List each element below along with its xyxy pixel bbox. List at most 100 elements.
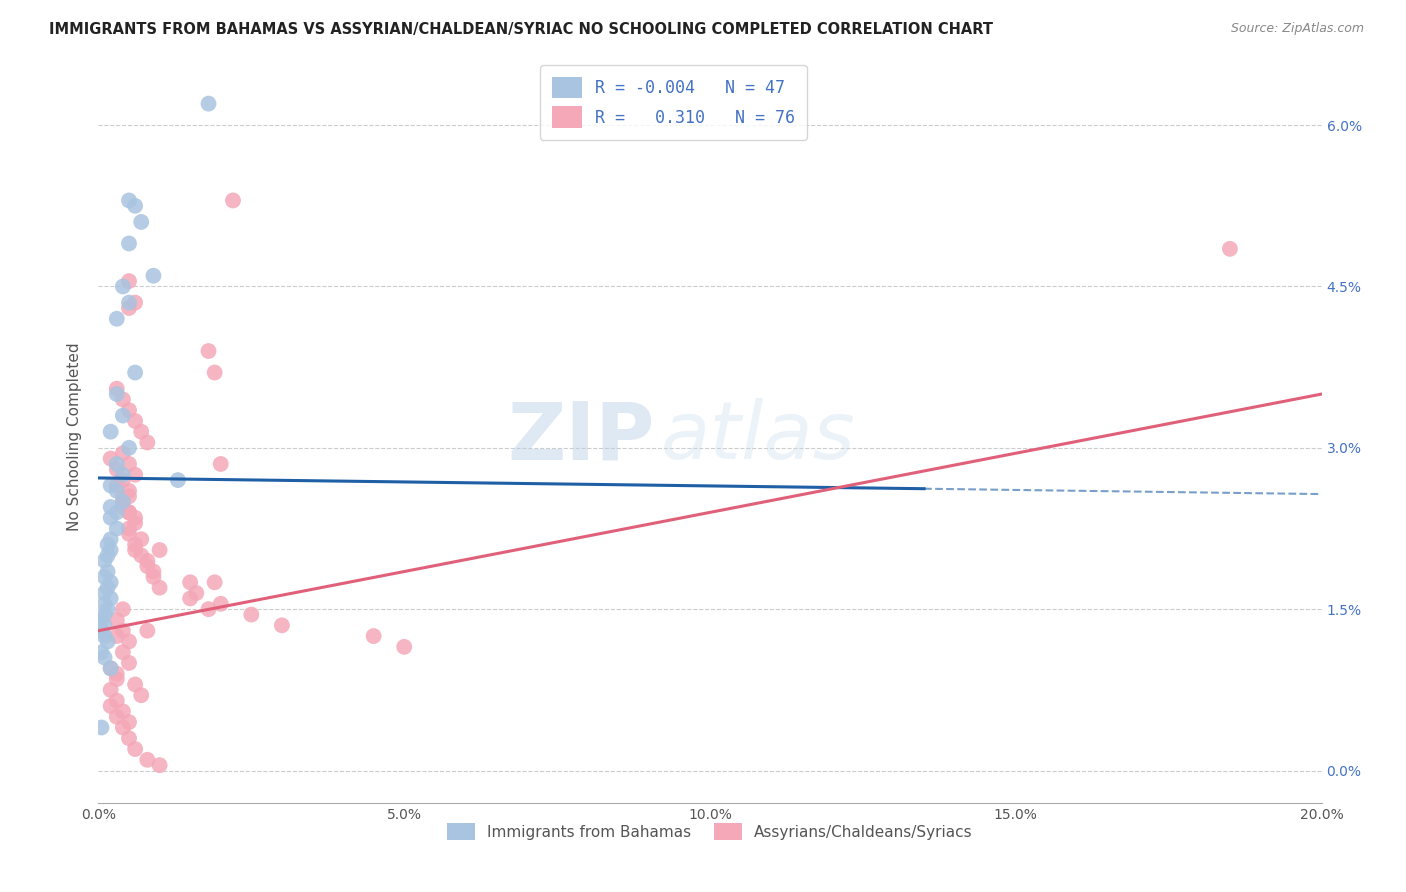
Point [93,607,115,622]
Point [93,554,115,568]
Point [222,194,245,208]
Point [136,624,159,638]
Point [100,510,122,524]
Point [100,661,122,675]
Point [142,570,165,584]
Point [124,199,146,213]
Point [111,446,134,460]
Point [118,521,141,535]
Point [124,742,146,756]
Point [105,521,128,535]
Point [100,500,122,514]
Point [129,533,152,547]
Point [97,634,120,648]
Point [97,538,120,552]
Point [179,591,201,606]
Point [105,462,128,476]
Point [392,640,416,654]
Point [105,505,128,519]
Point [124,414,146,428]
Point [111,705,134,719]
Point [93,629,115,643]
Point [149,543,172,558]
Point [105,382,128,396]
Point [136,753,159,767]
Point [100,661,122,675]
Point [124,510,146,524]
Point [142,268,165,283]
Point [142,565,165,579]
Text: atlas: atlas [661,398,856,476]
Point [111,392,134,407]
Point [118,194,141,208]
Text: Source: ZipAtlas.com: Source: ZipAtlas.com [1230,22,1364,36]
Point [118,295,141,310]
Point [111,489,134,503]
Legend: Immigrants from Bahamas, Assyrians/Chaldeans/Syriacs: Immigrants from Bahamas, Assyrians/Chald… [441,816,979,847]
Point [111,645,134,659]
Point [118,715,141,730]
Point [111,721,134,735]
Point [149,758,172,772]
Point [111,602,134,616]
Point [100,425,122,439]
Point [124,366,146,380]
Point [100,533,122,547]
Point [105,387,128,401]
Point [90,721,112,735]
Point [100,478,122,492]
Point [93,570,115,584]
Point [124,295,146,310]
Point [118,731,141,746]
Point [124,467,146,482]
Point [105,672,128,686]
Point [97,602,120,616]
Point [100,591,122,606]
Point [111,494,134,508]
Point [93,650,115,665]
Point [270,618,294,632]
Point [105,478,128,492]
Point [105,613,128,627]
Point [105,710,128,724]
Point [111,624,134,638]
Point [105,483,128,498]
Point [124,543,146,558]
Point [100,682,122,697]
Point [118,505,141,519]
Point [105,311,128,326]
Point [90,613,112,627]
Point [97,549,120,563]
Point [209,457,232,471]
Point [105,457,128,471]
Point [129,688,152,702]
Point [100,451,122,466]
Point [136,554,159,568]
Point [179,575,201,590]
Point [93,597,115,611]
Point [129,215,152,229]
Text: IMMIGRANTS FROM BAHAMAS VS ASSYRIAN/CHALDEAN/SYRIAC NO SCHOOLING COMPLETED CORRE: IMMIGRANTS FROM BAHAMAS VS ASSYRIAN/CHAL… [49,22,993,37]
Point [100,575,122,590]
Point [111,494,134,508]
Point [97,565,120,579]
Point [118,441,141,455]
Point [105,629,128,643]
Point [129,425,152,439]
Point [118,505,141,519]
Point [118,301,141,315]
Point [118,403,141,417]
Point [197,344,219,359]
Point [105,693,128,707]
Point [118,457,141,471]
Point [118,274,141,288]
Point [100,543,122,558]
Point [124,538,146,552]
Point [136,559,159,574]
Point [118,236,141,251]
Point [149,581,172,595]
Point [124,677,146,691]
Point [136,435,159,450]
Point [167,473,190,487]
Point [93,586,115,600]
